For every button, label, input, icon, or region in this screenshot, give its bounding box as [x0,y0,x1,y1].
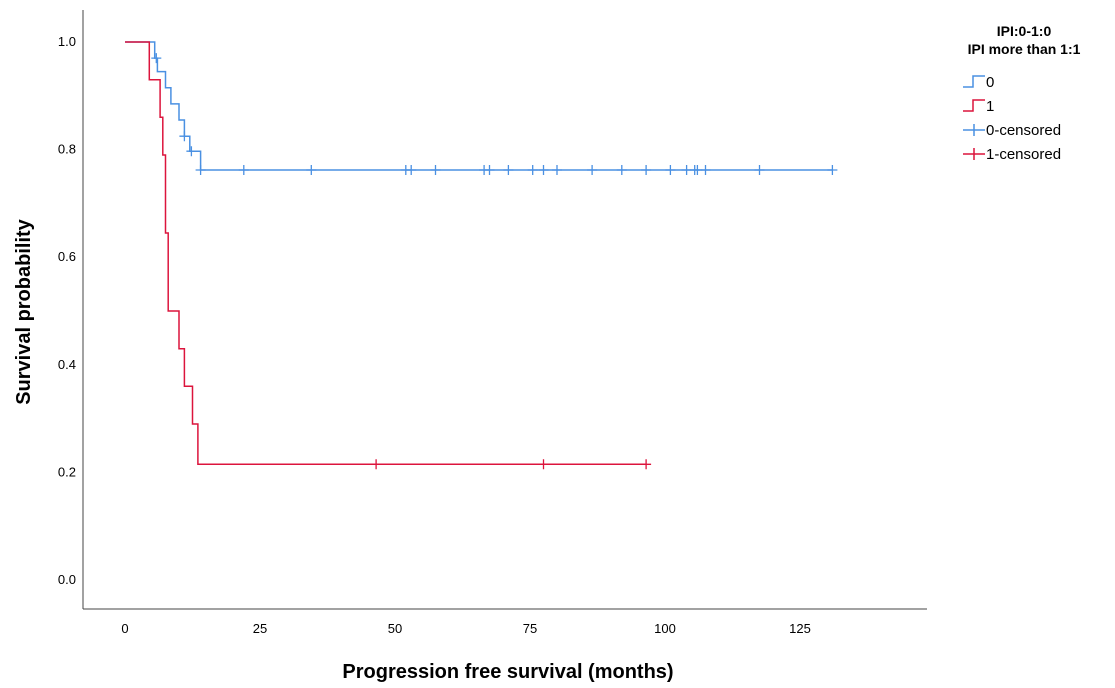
series-1-censor-mark [641,459,652,470]
legend-entries: 0 1 0-censored 1-censored [963,74,1061,163]
legend-swatch-1 [963,99,985,112]
legend-title-line-1: IPI:0-1:0 [997,23,1052,39]
series-0-censor-mark [665,165,676,175]
series-0-censor-mark [538,165,549,175]
legend-swatch-1-censored [963,148,985,160]
series-0-curve [125,41,833,171]
series-0-censor-mark [430,165,441,175]
x-tick-label: 125 [789,621,811,636]
y-tick-label: 0.8 [58,142,76,157]
y-tick-label: 0.0 [58,572,76,587]
y-tick-label: 1.0 [58,34,76,49]
series-0-censor-mark [827,165,838,175]
legend-swatch-0-censored [963,124,985,136]
x-tick-label: 50 [388,621,402,636]
series-1-censor-mark [538,459,549,470]
y-axis-title: Survival probability [13,218,35,404]
series-0-censor-mark [700,165,711,175]
series-0-censor-mark [484,165,495,175]
series-0-censor-mark [754,165,765,175]
series-layer [125,41,838,470]
series-0-censor-mark [527,165,538,175]
x-axis-title: Progression free survival (months) [342,661,673,683]
series-0-censor-mark [587,165,598,175]
series-0-censor-mark [151,53,162,64]
x-tick-label: 0 [121,621,128,636]
series-0-censor-mark [616,165,627,175]
series-0-censor-mark [179,131,190,142]
series-0-censor-mark [552,165,562,175]
legend-label-0-censored: 0-censored [986,122,1061,139]
series-1-censor-mark [371,459,382,470]
axes [82,10,927,610]
y-tick-label: 0.4 [58,357,76,372]
series-0-censor-mark [503,165,514,175]
y-tick-label: 0.6 [58,249,76,264]
series-0-censor-mark [641,165,652,175]
y-tick-label: 0.2 [58,464,76,479]
series-0-censor-mark [306,165,317,175]
series-0-censor-mark [186,146,197,157]
series-0-censor-mark [406,165,417,175]
x-tick-label: 75 [523,621,537,636]
legend-title-line-2: IPI more than 1:1 [968,41,1081,57]
legend: IPI:0-1:0 IPI more than 1:1 0 1 0-censored… [963,23,1081,163]
legend-label-1: 1 [986,98,994,115]
x-tick-label: 25 [253,621,267,636]
series-1-curve [125,41,647,466]
legend-label-1-censored: 1-censored [986,146,1061,163]
series-0-censor-mark [238,165,249,175]
ticks: 0.0 0.2 0.4 0.6 0.8 1.0 0 25 50 75 100 125 [58,34,811,636]
x-tick-label: 100 [654,621,676,636]
series-0-censor-mark [195,165,206,175]
legend-swatch-0 [963,75,985,88]
legend-label-0: 0 [986,74,994,91]
